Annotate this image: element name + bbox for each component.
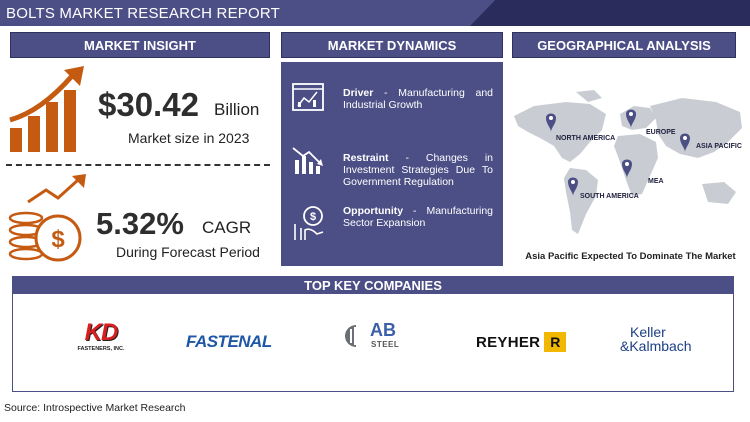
market-size-caption: Market size in 2023	[128, 130, 250, 146]
map-pin-icon-europe	[626, 109, 636, 128]
growth-chart-icon	[9, 66, 84, 152]
map-pin-icon-asia-pacific	[680, 133, 690, 152]
keller-logo-line1: Keller	[630, 324, 666, 340]
reyher-logo-name: REYHER	[476, 333, 541, 351]
market-dynamics-panel: Driver - Manufacturing and Industrial Gr…	[281, 62, 503, 266]
restraint-label: Restraint	[343, 152, 389, 164]
ab-steel-emblem-icon	[345, 325, 356, 347]
section-header-market-insight: MARKET INSIGHT	[10, 32, 270, 58]
reyher-logo-badge: R	[544, 332, 567, 352]
svg-text:$: $	[310, 211, 316, 223]
restraint-description: - Changes in Investment Strategies Due T…	[343, 152, 493, 188]
world-map-graphic	[514, 90, 742, 234]
driver-text: Driver - Manufacturing and Industrial Gr…	[343, 87, 493, 111]
kd-logo-sub: FASTENERS, INC.	[77, 346, 125, 352]
map-pin-icon-south-america	[568, 177, 578, 196]
ab-logo-sub: STEEL	[371, 340, 400, 349]
market-size-value: $30.42	[98, 86, 199, 123]
report-title: BOLTS MARKET RESEARCH REPORT	[6, 5, 280, 22]
opportunity-label: Opportunity	[343, 205, 404, 217]
keller-kalmbach-logo: Keller &Kalmbach	[620, 325, 692, 353]
restraint-text: Restraint - Changes in Investment Strate…	[343, 152, 493, 188]
companies-header: TOP KEY COMPANIES	[12, 276, 734, 294]
ab-steel-logo: AB STEEL	[344, 320, 406, 352]
section-header-market-dynamics: MARKET DYNAMICS	[281, 32, 503, 58]
kd-logo-mark: KD	[84, 319, 119, 346]
geo-caption: Asia Pacific Expected To Dominate The Ma…	[525, 251, 736, 262]
driver-description: - Manufacturing and Industrial Growth	[343, 87, 493, 111]
reyher-logo: REYHER R	[476, 332, 567, 352]
world-map: NORTH AMERICA EUROPE ASIA PACIFIC MEA SO…	[510, 84, 748, 244]
region-label-europe: EUROPE	[646, 129, 676, 136]
title-banner-accent	[470, 0, 750, 26]
kd-fasteners-logo: KD FASTENERS, INC.	[72, 319, 130, 353]
cagr-unit: CAGR	[202, 218, 252, 237]
dollar-coins-icon: $	[8, 174, 86, 262]
map-pin-icon-mea	[622, 159, 632, 178]
map-pin-icon-north-america	[546, 113, 556, 132]
source-note: Source: Introspective Market Research	[4, 402, 186, 414]
region-label-south-america: SOUTH AMERICA	[580, 193, 639, 200]
fastenal-logo: FASTENAL	[186, 332, 272, 351]
opportunity-hand-icon: $	[294, 206, 324, 240]
title-banner	[0, 0, 512, 26]
keller-logo-line2: &Kalmbach	[620, 338, 692, 354]
ab-logo-mark: AB	[370, 320, 396, 340]
decline-chart-icon	[292, 147, 323, 174]
insight-divider	[6, 164, 270, 166]
cagr-value: 5.32%	[96, 206, 184, 241]
market-size-unit: Billion	[214, 100, 260, 119]
section-header-geographical-analysis: GEOGRAPHICAL ANALYSIS	[512, 32, 736, 58]
region-label-north-america: NORTH AMERICA	[556, 135, 616, 142]
cagr-caption: During Forecast Period	[116, 244, 260, 260]
analytics-dashboard-icon	[292, 83, 324, 111]
region-label-asia-pacific: ASIA PACIFIC	[696, 143, 742, 150]
svg-text:$: $	[51, 226, 65, 253]
driver-label: Driver	[343, 87, 374, 99]
opportunity-text: Opportunity - Manufacturing Sector Expan…	[343, 205, 493, 229]
opportunity-description: - Manufacturing Sector Expansion	[343, 205, 493, 229]
region-label-mea: MEA	[648, 178, 664, 185]
